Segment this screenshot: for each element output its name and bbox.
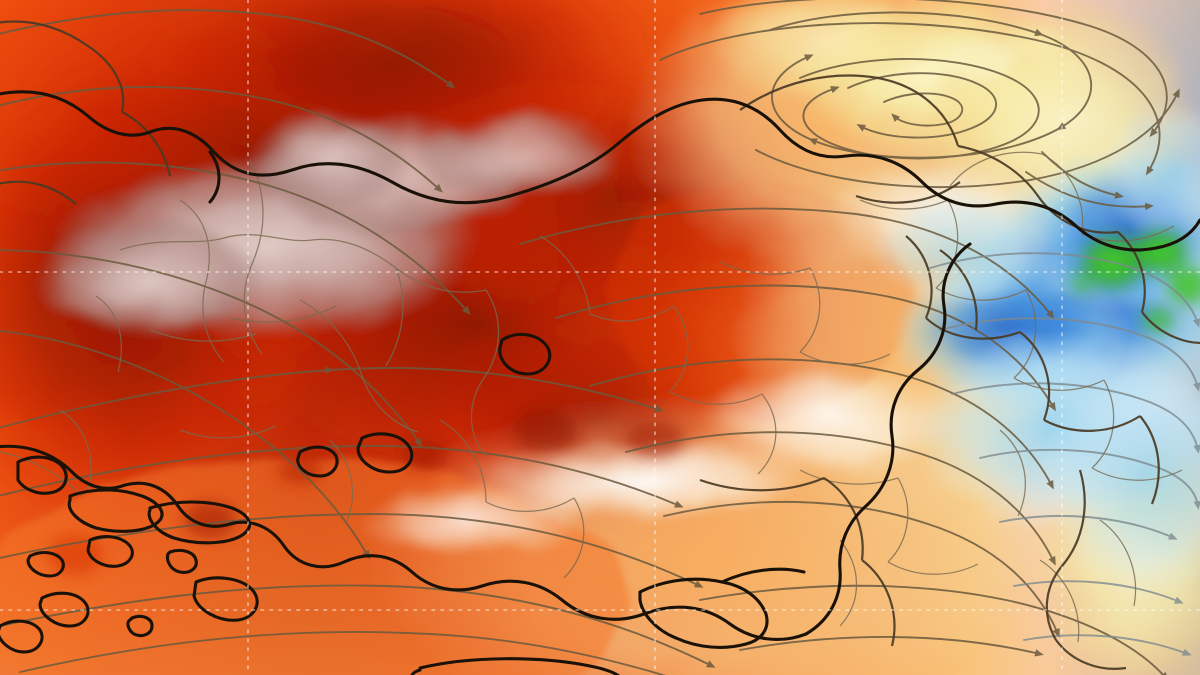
- country-borders: [0, 20, 1200, 670]
- coastline: [0, 90, 1200, 675]
- temperature-texture: [47, 29, 1063, 575]
- precipitation-cells: [1066, 226, 1200, 336]
- admin-boundaries: [0, 151, 1183, 643]
